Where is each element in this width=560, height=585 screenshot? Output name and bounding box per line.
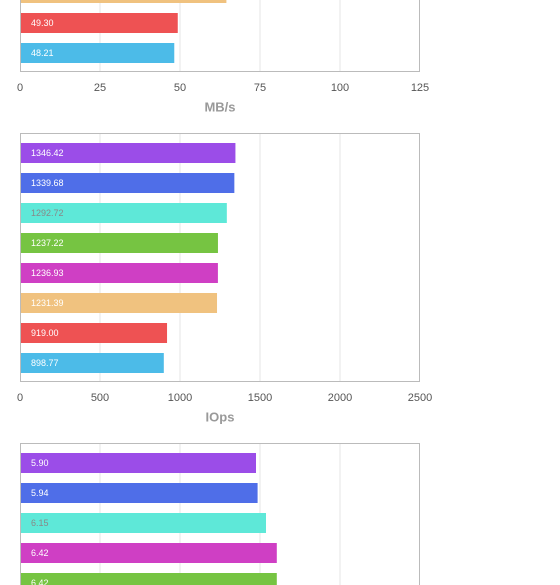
value-label: 5.90 — [31, 458, 49, 468]
x-tick-label: 125 — [411, 82, 429, 94]
value-label: 919.00 — [31, 328, 59, 338]
bar — [21, 173, 235, 193]
value-label: 6.42 — [31, 548, 49, 558]
value-label: 1231.39 — [31, 298, 64, 308]
value-label: 1346.42 — [31, 148, 64, 158]
bar — [21, 323, 168, 343]
bar — [21, 543, 277, 563]
value-label: 6.15 — [31, 518, 49, 528]
x-tick-label: 1500 — [248, 392, 272, 404]
bar — [21, 513, 266, 533]
bar — [21, 453, 256, 473]
x-tick-label: 2500 — [408, 392, 432, 404]
x-tick-label: 2000 — [328, 392, 352, 404]
value-label: 898.77 — [31, 358, 59, 368]
bar — [21, 0, 227, 3]
bar — [21, 143, 236, 163]
x-tick-label: 1000 — [168, 392, 192, 404]
value-label: 1237.22 — [31, 238, 64, 248]
x-tick-label: 75 — [254, 82, 266, 94]
value-label: 1236.93 — [31, 268, 64, 278]
bar — [21, 13, 178, 33]
x-tick-label: 25 — [94, 82, 106, 94]
value-label: 1292.72 — [31, 208, 64, 218]
bar — [21, 203, 227, 223]
value-label: 5.94 — [31, 488, 49, 498]
x-tick-label: 0 — [17, 82, 23, 94]
plot-frame — [20, 133, 420, 382]
x-axis-label: IOps — [206, 409, 235, 424]
x-axis-label: MB/s — [204, 99, 235, 114]
bar — [21, 43, 175, 63]
x-tick-label: 50 — [174, 82, 186, 94]
bar — [21, 353, 164, 373]
bar — [21, 233, 218, 253]
value-label: 48.21 — [31, 48, 54, 58]
bar — [21, 293, 218, 313]
bar — [21, 573, 277, 585]
value-label: 49.30 — [31, 18, 54, 28]
x-tick-label: 500 — [91, 392, 109, 404]
value-label: 6.42 — [31, 578, 49, 585]
bar — [21, 263, 218, 283]
x-tick-label: 0 — [17, 392, 23, 404]
value-label: 1339.68 — [31, 178, 64, 188]
x-tick-label: 100 — [331, 82, 349, 94]
bar — [21, 483, 258, 503]
